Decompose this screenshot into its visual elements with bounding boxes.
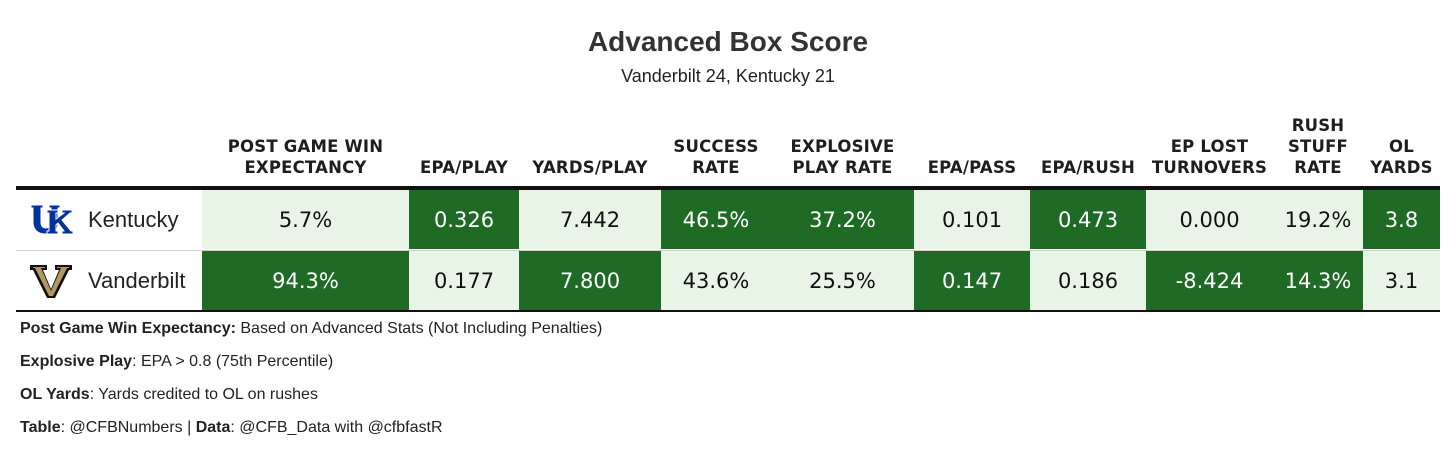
vanderbilt-v-logo-icon: [22, 261, 80, 301]
stat-cell-vanderbilt-epa-pass: 0.147: [914, 251, 1030, 310]
column-header-epa-rush: EPA/RUSH: [1040, 158, 1136, 177]
table-bottom-rule: [16, 310, 1440, 312]
stat-cell-kentucky-explosive-play-rate: 37.2%: [771, 190, 914, 249]
stat-cell-kentucky-yards-play: 7.442: [519, 190, 661, 249]
footnote-text: Based on Advanced Stats (Not Including P…: [235, 320, 603, 337]
column-header-explosive-play-rate: EXPLOSIVE PLAY RATE: [790, 137, 895, 177]
team-name: Vanderbilt: [88, 267, 186, 293]
footnote-text: : Yards credited to OL on rushes: [89, 386, 318, 403]
column-header-success-rate: SUCCESS RATE: [673, 137, 759, 177]
stat-cell-kentucky-rush-stuff-rate: 19.2%: [1273, 190, 1363, 249]
stat-cell-vanderbilt-yards-play: 7.800: [519, 251, 661, 310]
stat-cell-vanderbilt-epa-rush: 0.186: [1030, 251, 1146, 310]
stat-cell-kentucky-epa-pass: 0.101: [914, 190, 1030, 249]
team-cell-vanderbilt: Vanderbilt: [16, 251, 202, 310]
team-cell-kentucky: Kentucky: [16, 190, 202, 249]
kentucky-uk-logo-icon: [22, 200, 80, 240]
credit-table-text: : @CFBNumbers |: [60, 419, 196, 436]
column-header-post-game-win-expectancy: POST GAME WIN EXPECTANCY: [227, 137, 384, 177]
footnote-credits: Table: @CFBNumbers | Data: @CFB_Data wit…: [20, 419, 443, 437]
stat-cell-kentucky-post-game-win-expectancy: 5.7%: [202, 190, 409, 249]
column-header-yards-play: YARDS/PLAY: [532, 158, 648, 177]
column-header-epa-pass: EPA/PASS: [927, 158, 1017, 177]
footnote-label: Explosive Play: [20, 353, 133, 370]
stat-cell-kentucky-epa-play: 0.326: [409, 190, 519, 249]
table-top-rule: [16, 186, 1440, 190]
credit-data-label: Data: [195, 419, 231, 436]
team-name: Kentucky: [88, 206, 179, 232]
chart-title: Advanced Box Score: [587, 26, 869, 57]
chart-subtitle: Vanderbilt 24, Kentucky 21: [621, 66, 835, 86]
stat-cell-kentucky-epa-rush: 0.473: [1030, 190, 1146, 249]
stat-cell-vanderbilt-ep-lost-turnovers: -8.424: [1146, 251, 1273, 310]
stat-cell-kentucky-success-rate: 46.5%: [661, 190, 771, 249]
footnote-explosive-play: Explosive Play: EPA > 0.8 (75th Percenti…: [20, 353, 333, 371]
stat-cell-vanderbilt-explosive-play-rate: 25.5%: [771, 251, 914, 310]
footnote-win-expectancy: Post Game Win Expectancy: Based on Advan…: [20, 320, 602, 338]
stat-cell-vanderbilt-ol-yards: 3.1: [1363, 251, 1440, 310]
column-header-rush-stuff-rate: RUSH STUFF RATE: [1287, 116, 1349, 177]
column-header-ep-lost-turnovers: EP LOST TURNOVERS: [1151, 137, 1268, 177]
stat-cell-vanderbilt-epa-play: 0.177: [409, 251, 519, 310]
footnote-label: Post Game Win Expectancy:: [20, 320, 236, 337]
credit-data-text: : @CFB_Data with @cfbfastR: [230, 419, 443, 436]
stat-cell-vanderbilt-rush-stuff-rate: 14.3%: [1273, 251, 1363, 310]
stat-cell-kentucky-ol-yards: 3.8: [1363, 190, 1440, 249]
footnote-label: OL Yards: [20, 386, 90, 403]
footnote-text: : EPA > 0.8 (75th Percentile): [132, 353, 334, 370]
stat-cell-vanderbilt-success-rate: 43.6%: [661, 251, 771, 310]
stat-cell-vanderbilt-post-game-win-expectancy: 94.3%: [202, 251, 409, 310]
stat-cell-kentucky-ep-lost-turnovers: 0.000: [1146, 190, 1273, 249]
row-divider: [16, 250, 1440, 251]
column-header-epa-play: EPA/PLAY: [420, 158, 508, 177]
credit-table-label: Table: [20, 419, 61, 436]
column-header-ol-yards: OL YARDS: [1370, 137, 1433, 177]
footnote-ol-yards: OL Yards: Yards credited to OL on rushes: [20, 386, 318, 404]
